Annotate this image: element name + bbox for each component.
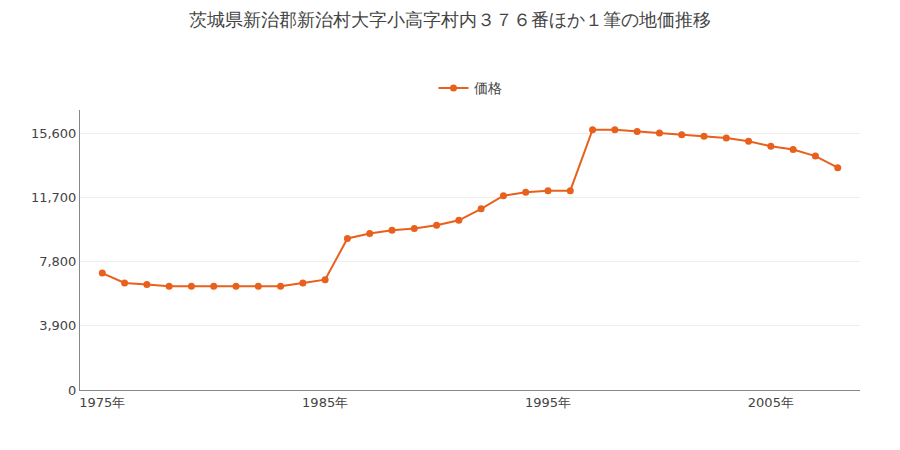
svg-text:15,600: 15,600 <box>31 126 77 141</box>
svg-text:価格: 価格 <box>474 80 502 96</box>
svg-text:11,700: 11,700 <box>31 190 77 205</box>
svg-text:2005年: 2005年 <box>748 395 794 410</box>
svg-text:1975年: 1975年 <box>79 395 125 410</box>
svg-text:1995年: 1995年 <box>525 395 571 410</box>
svg-text:1985年: 1985年 <box>302 395 348 410</box>
svg-text:7,800: 7,800 <box>39 254 76 269</box>
svg-text:3,900: 3,900 <box>39 318 76 333</box>
svg-text:茨城県新治郡新治村大字小高字村内３７６番ほか１筆の地価推移: 茨城県新治郡新治村大字小高字村内３７６番ほか１筆の地価推移 <box>189 9 711 30</box>
svg-text:0: 0 <box>68 383 76 398</box>
